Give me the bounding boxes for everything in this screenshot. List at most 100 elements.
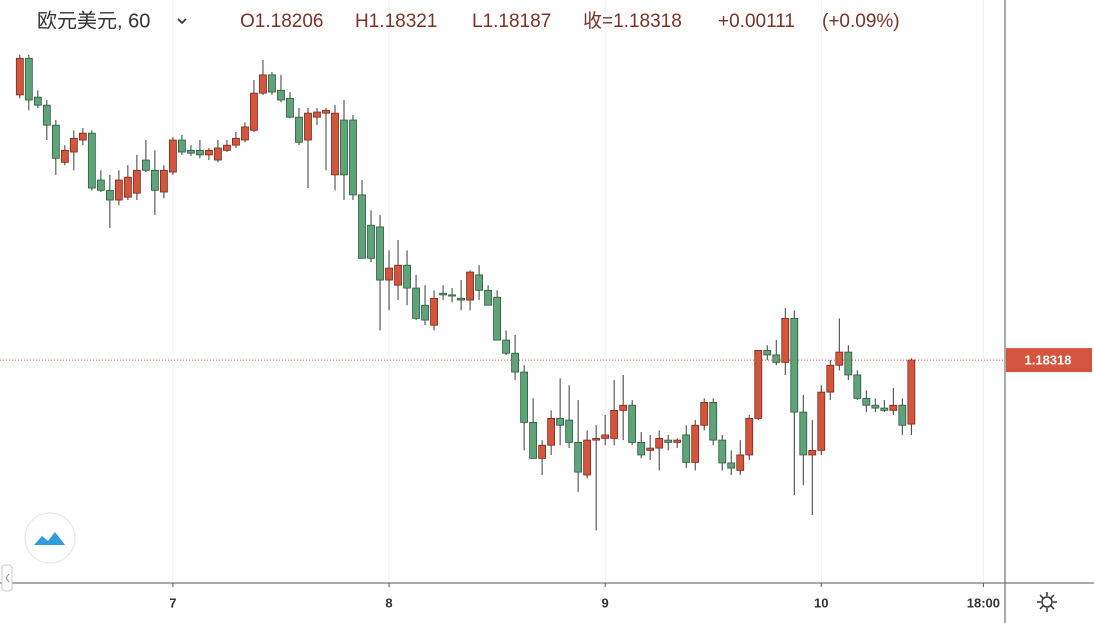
last-price-tag [1006, 348, 1092, 373]
candle-body [754, 349, 763, 419]
ohlc-label: 收=1.18318 [583, 10, 682, 32]
plot [0, 54, 1005, 531]
candle-body [511, 352, 520, 373]
candle-body [403, 264, 411, 289]
candle-body [241, 126, 249, 141]
logo-icon [34, 532, 65, 545]
candle-body [736, 454, 745, 471]
candle-body [601, 434, 610, 439]
candle-body [745, 417, 754, 456]
candle-body [610, 409, 619, 439]
candle-body [87, 132, 96, 189]
candle-body [430, 297, 438, 326]
candle-body [412, 287, 420, 319]
candle-body [727, 462, 736, 469]
candle-body [493, 296, 501, 341]
candle-body [313, 111, 321, 118]
candle-body [24, 57, 33, 101]
candle-body [709, 401, 718, 441]
ohlc-label: L1.18187 [472, 11, 551, 32]
candle-body [259, 74, 267, 94]
grid [172, 0, 984, 583]
candle-body [376, 226, 384, 281]
candle-body [196, 149, 204, 156]
candle-body [871, 404, 880, 409]
candle-body [772, 354, 781, 363]
candle-body [502, 339, 511, 354]
candle-body [646, 447, 655, 451]
x-tick-label: 7 [169, 595, 176, 610]
candle-body [141, 159, 150, 171]
candle-body [565, 419, 574, 443]
candle-body [520, 371, 529, 423]
candle-body [619, 404, 628, 411]
candle-body [96, 179, 105, 191]
candle-body [700, 401, 709, 426]
candle-body [187, 149, 195, 154]
candle-body [123, 176, 132, 198]
candle-body [214, 147, 222, 161]
candle-body [33, 96, 42, 106]
candle-body [232, 137, 240, 146]
candle-body [78, 132, 87, 141]
candle-body [277, 89, 285, 101]
candle-body [880, 407, 889, 411]
candle-body [286, 97, 294, 118]
ohlc-label: +0.00111 [718, 11, 795, 32]
candle-body [60, 149, 69, 163]
candle-body [475, 274, 483, 291]
candle-body [340, 119, 348, 176]
candle-body [42, 104, 51, 126]
candle-body [114, 179, 123, 201]
candle-body [484, 289, 492, 306]
x-tick-label: 10 [814, 595, 828, 610]
candle-body [268, 74, 276, 93]
chart-title[interactable]: 欧元美元, 60 [37, 9, 150, 32]
ohlc-label: (+0.09%) [822, 11, 900, 32]
candle-body [889, 404, 898, 411]
candle-body [790, 317, 799, 413]
candle-body [421, 304, 429, 321]
gear-teeth [1037, 592, 1057, 612]
candle-body [898, 404, 907, 426]
gear-ring [1041, 596, 1053, 608]
candle-body [763, 349, 772, 356]
candle-body [439, 292, 447, 296]
candle-body [322, 109, 330, 114]
candle-body [295, 116, 303, 143]
candle-body [682, 434, 691, 463]
collapse-arrow [5, 573, 10, 583]
candle-body [331, 112, 339, 176]
candle-body [105, 189, 114, 201]
candle-body [538, 444, 547, 459]
logo[interactable] [24, 512, 76, 564]
candle-body [394, 264, 402, 286]
candle-body [718, 439, 727, 464]
ohlc-label: H1.18321 [355, 11, 437, 32]
candle-body [853, 374, 862, 399]
candle-body [367, 224, 375, 259]
candle-body [574, 441, 583, 473]
candle-body [178, 139, 186, 153]
candle-body [51, 124, 60, 159]
candle-body [547, 417, 556, 446]
candle-body [673, 439, 682, 443]
settings-gear[interactable] [1037, 592, 1057, 612]
collapse-tab[interactable] [1, 564, 13, 592]
last-price-label: 1.18318 [1025, 353, 1072, 368]
candle-body [250, 92, 258, 131]
x-tick-label: 9 [602, 595, 609, 610]
candle-body [844, 351, 853, 376]
candle-body [556, 417, 565, 426]
candle-body [223, 144, 231, 151]
symbol-dropdown[interactable] [177, 18, 187, 25]
candle-body [304, 112, 312, 141]
candle-body [466, 271, 474, 301]
candle-body [132, 169, 141, 194]
candle-body [583, 439, 592, 476]
candle-body [637, 441, 646, 456]
candle-body [159, 169, 168, 193]
candle-body [655, 437, 664, 449]
candle-body [628, 404, 637, 443]
